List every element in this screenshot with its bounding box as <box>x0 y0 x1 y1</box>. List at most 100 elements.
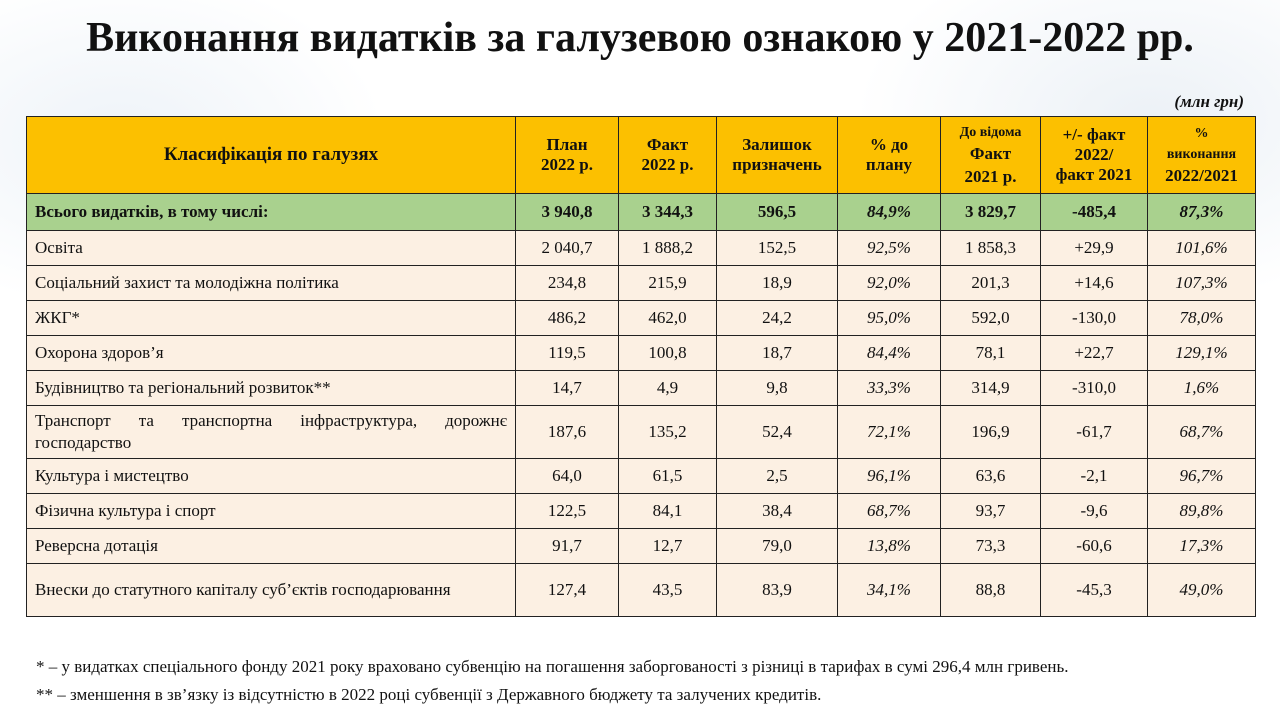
cell-rest: 52,4 <box>716 405 838 459</box>
cell-pct: 72,1% <box>837 405 941 459</box>
expenditure-table: Класифікація по галузях План 2022 р. Факт… <box>26 116 1256 617</box>
cell-diff: -485,4 <box>1040 193 1148 231</box>
cell-name: Соціальний захист та молодіжна політика <box>26 265 516 301</box>
cell-rest: 9,8 <box>716 370 838 406</box>
cell-fact-2021: 93,7 <box>940 493 1041 529</box>
cell-plan: 127,4 <box>515 563 619 617</box>
cell-name: Транспорт та транспортна інфраструктура,… <box>26 405 516 459</box>
cell-exec: 17,3% <box>1147 528 1256 564</box>
cell-pct: 92,5% <box>837 230 941 266</box>
cell-plan: 187,6 <box>515 405 619 459</box>
cell-plan: 119,5 <box>515 335 619 371</box>
cell-exec: 1,6% <box>1147 370 1256 406</box>
cell-fact: 100,8 <box>618 335 717 371</box>
cell-exec: 89,8% <box>1147 493 1256 529</box>
cell-exec: 68,7% <box>1147 405 1256 459</box>
cell-exec: 78,0% <box>1147 300 1256 336</box>
header-pct-plan: % до плану <box>837 116 941 194</box>
cell-pct: 34,1% <box>837 563 941 617</box>
cell-plan: 234,8 <box>515 265 619 301</box>
header-rest: Залишок призначень <box>716 116 838 194</box>
cell-fact-2021: 592,0 <box>940 300 1041 336</box>
cell-plan: 91,7 <box>515 528 619 564</box>
cell-rest: 83,9 <box>716 563 838 617</box>
page-title: Виконання видатків за галузевою ознакою … <box>86 15 1194 61</box>
cell-fact-2021: 73,3 <box>940 528 1041 564</box>
cell-fact: 84,1 <box>618 493 717 529</box>
cell-pct: 84,4% <box>837 335 941 371</box>
cell-pct: 33,3% <box>837 370 941 406</box>
cell-exec: 129,1% <box>1147 335 1256 371</box>
cell-name: Будівництво та регіональний розвиток** <box>26 370 516 406</box>
cell-fact: 135,2 <box>618 405 717 459</box>
cell-fact: 3 344,3 <box>618 193 717 231</box>
cell-fact-2021: 63,6 <box>940 458 1041 494</box>
cell-name: Культура і мистецтво <box>26 458 516 494</box>
cell-rest: 79,0 <box>716 528 838 564</box>
cell-rest: 2,5 <box>716 458 838 494</box>
cell-fact-2021: 314,9 <box>940 370 1041 406</box>
cell-rest: 38,4 <box>716 493 838 529</box>
cell-fact-2021: 196,9 <box>940 405 1041 459</box>
cell-fact-2021: 78,1 <box>940 335 1041 371</box>
table-row: Транспорт та транспортна інфраструктура,… <box>26 405 1256 459</box>
cell-name: ЖКГ* <box>26 300 516 336</box>
cell-fact: 61,5 <box>618 458 717 494</box>
table-row: ЖКГ* 486,2 462,0 24,2 95,0% 592,0 -130,0 78,0% <box>26 300 1256 336</box>
table-row: Соціальний захист та молодіжна політика 2… <box>26 265 1256 301</box>
cell-rest: 152,5 <box>716 230 838 266</box>
cell-pct: 96,1% <box>837 458 941 494</box>
cell-pct: 13,8% <box>837 528 941 564</box>
cell-fact-2021: 88,8 <box>940 563 1041 617</box>
cell-fact: 1 888,2 <box>618 230 717 266</box>
table-row: Охорона здоров’я 119,5 100,8 18,7 84,4% 78,1 +… <box>26 335 1256 371</box>
cell-pct: 95,0% <box>837 300 941 336</box>
cell-diff: +22,7 <box>1040 335 1148 371</box>
units-label: (млн грн) <box>1174 92 1244 111</box>
cell-name: Освіта <box>26 230 516 266</box>
cell-name: Охорона здоров’я <box>26 335 516 371</box>
cell-fact-2021: 3 829,7 <box>940 193 1041 231</box>
cell-diff: +29,9 <box>1040 230 1148 266</box>
cell-exec: 107,3% <box>1147 265 1256 301</box>
cell-rest: 18,9 <box>716 265 838 301</box>
cell-name: Фізична культура і спорт <box>26 493 516 529</box>
table-row: Фізична культура і спорт 122,5 84,1 38,4 68,… <box>26 493 1256 529</box>
cell-name: Внески до статутного капіталу суб’єктів … <box>26 563 516 617</box>
cell-exec: 96,7% <box>1147 458 1256 494</box>
cell-fact: 12,7 <box>618 528 717 564</box>
cell-diff: -61,7 <box>1040 405 1148 459</box>
cell-name: Реверсна дотація <box>26 528 516 564</box>
footnote-2: ** – зменшення в зв’язку із відсутністю … <box>36 685 822 704</box>
table-row: Освіта 2 040,7 1 888,2 152,5 92,5% 1 858,3 +29… <box>26 230 1256 266</box>
cell-fact-2021: 201,3 <box>940 265 1041 301</box>
cell-diff: -2,1 <box>1040 458 1148 494</box>
cell-rest: 24,2 <box>716 300 838 336</box>
header-execution: % виконання 2022/2021 <box>1147 116 1256 194</box>
cell-diff: -45,3 <box>1040 563 1148 617</box>
table-row-total: Всього видатків, в тому числі: 3 940,8 3… <box>26 193 1256 231</box>
header-fact-2021: До відома Факт 2021 р. <box>940 116 1041 194</box>
cell-diff: +14,6 <box>1040 265 1148 301</box>
cell-plan: 2 040,7 <box>515 230 619 266</box>
cell-diff: -310,0 <box>1040 370 1148 406</box>
cell-fact: 462,0 <box>618 300 717 336</box>
cell-fact: 215,9 <box>618 265 717 301</box>
cell-pct: 84,9% <box>837 193 941 231</box>
table-header-row: Класифікація по галузях План 2022 р. Факт… <box>26 116 1256 194</box>
header-diff: +/- факт 2022/факт 2021 <box>1040 116 1148 194</box>
cell-exec: 87,3% <box>1147 193 1256 231</box>
cell-fact-2021: 1 858,3 <box>940 230 1041 266</box>
header-plan: План 2022 р. <box>515 116 619 194</box>
header-fact: Факт 2022 р. <box>618 116 717 194</box>
cell-plan: 122,5 <box>515 493 619 529</box>
table-row: Реверсна дотація 91,7 12,7 79,0 13,8% 73,3 -60… <box>26 528 1256 564</box>
cell-pct: 92,0% <box>837 265 941 301</box>
footnote-1: * – у видатках спеціального фонду 2021 р… <box>36 657 1069 676</box>
cell-diff: -60,6 <box>1040 528 1148 564</box>
header-classification: Класифікація по галузях <box>26 116 516 194</box>
table-row: Культура і мистецтво 64,0 61,5 2,5 96,1% 63,6… <box>26 458 1256 494</box>
cell-plan: 486,2 <box>515 300 619 336</box>
table-row: Внески до статутного капіталу суб’єктів … <box>26 563 1256 617</box>
cell-fact: 4,9 <box>618 370 717 406</box>
